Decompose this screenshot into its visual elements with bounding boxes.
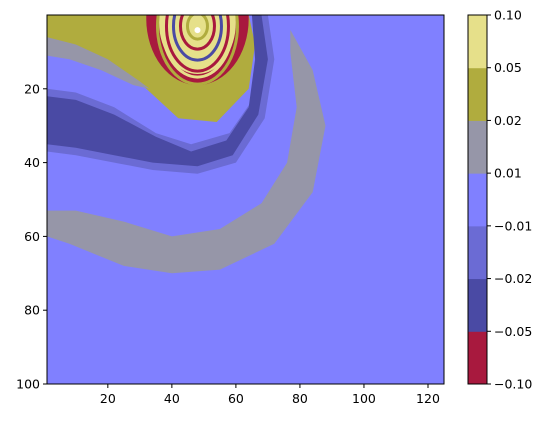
colorbar-tick-label: 0.01 xyxy=(494,166,522,181)
x-tick-label: 100 xyxy=(352,391,376,406)
y-tick-label: 20 xyxy=(24,81,40,96)
x-tick-label: 120 xyxy=(416,391,440,406)
colorbar-band xyxy=(468,120,487,174)
source-ring xyxy=(155,15,239,86)
colorbar-band xyxy=(468,331,487,385)
x-tick-label: 40 xyxy=(164,391,180,406)
y-tick-label: 40 xyxy=(24,155,40,170)
axes: 20 40 60 80 100 120 20 40 60 80 100 xyxy=(16,81,440,406)
y-tick-label: 80 xyxy=(24,303,40,318)
colorbar-band xyxy=(468,278,487,332)
gray-outer-arc xyxy=(47,29,326,274)
colorbar: −0.10 −0.05 −0.02 −0.01 0.01 0.02 0.05 0.10 xyxy=(467,8,532,392)
colorbar-tick-label: −0.10 xyxy=(494,377,532,392)
source-ring xyxy=(189,16,205,36)
plot-frame xyxy=(46,14,445,385)
colorbar-band xyxy=(468,225,487,280)
colorbar-tick-label: 0.02 xyxy=(494,113,522,128)
x-tick-label: 80 xyxy=(292,391,308,406)
y-tick-label: 60 xyxy=(24,229,40,244)
gray-inner-arc xyxy=(47,37,150,89)
colorbar-band xyxy=(468,173,487,227)
source-ring xyxy=(171,15,223,62)
plot-area xyxy=(47,15,444,384)
y-tick-label: 100 xyxy=(16,377,40,392)
source-ring xyxy=(160,15,234,79)
source-point xyxy=(194,27,201,34)
colorbar-tick-label: 0.05 xyxy=(494,60,522,75)
colorbar-tick-label: 0.10 xyxy=(494,8,522,23)
colorbar-band xyxy=(468,67,487,121)
colorbar-tick-label: −0.05 xyxy=(494,324,532,339)
source-ring xyxy=(175,15,219,56)
x-tick-label: 60 xyxy=(228,391,244,406)
source-ring xyxy=(164,15,230,73)
colorbar-tick-label: −0.01 xyxy=(494,218,532,233)
colorbar-tick-label: −0.02 xyxy=(494,271,532,286)
colorbar-frame xyxy=(467,14,488,385)
source-ring xyxy=(168,15,226,67)
x-tick-label: 20 xyxy=(100,391,116,406)
source-ring xyxy=(178,15,216,51)
colorbar-band xyxy=(468,15,487,69)
source-ring xyxy=(185,15,209,41)
dark-blue-swirl xyxy=(47,15,268,167)
source-ring xyxy=(182,15,212,46)
